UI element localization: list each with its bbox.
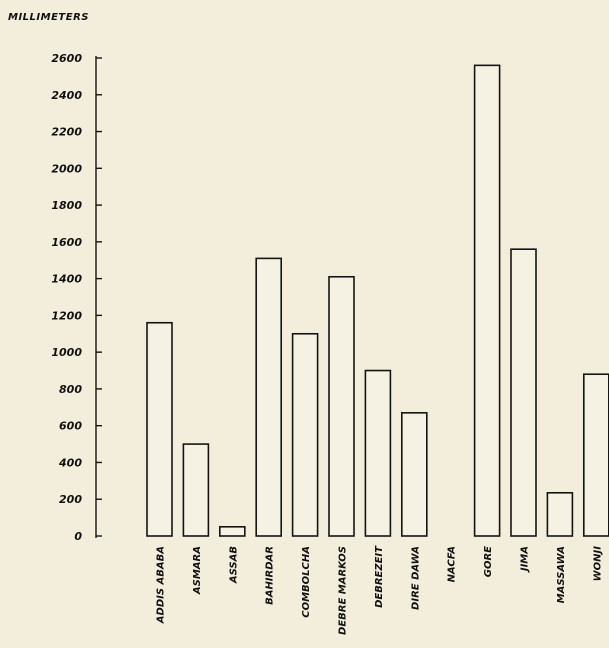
category-label: ADDIS ABABA xyxy=(156,546,167,624)
y-tick-label: 2600 xyxy=(51,52,82,65)
category-label: ASMARA xyxy=(192,546,203,595)
y-tick-label: 1200 xyxy=(51,309,82,322)
category-label: COMBOLCHA xyxy=(301,546,312,618)
category-label: ASSAB xyxy=(228,546,239,584)
bar-debrezeit xyxy=(364,369,392,537)
y-tick-label: 600 xyxy=(59,420,82,433)
y-ticks: 2600240022002000180016001400120010008006… xyxy=(51,52,102,543)
bar-jima xyxy=(510,248,537,537)
y-tick-label: 200 xyxy=(59,493,82,506)
bar-asmara xyxy=(182,443,210,537)
category-label: DEBREZEIT xyxy=(374,545,385,608)
category-label: GORE xyxy=(483,546,494,577)
bar-gore xyxy=(473,64,501,537)
bar-debre-markos xyxy=(328,275,355,537)
bar-wonji xyxy=(582,373,609,537)
category-label: MASSAWA xyxy=(556,546,567,603)
category-label: WONJI xyxy=(592,546,603,582)
bar-addis-ababa xyxy=(146,321,173,537)
y-tick-label: 2400 xyxy=(51,89,82,102)
y-tick-label: 400 xyxy=(58,456,82,469)
y-tick-label: 0 xyxy=(74,530,82,543)
category-label: NACFA xyxy=(447,546,458,582)
y-tick-label: 1600 xyxy=(51,236,82,249)
bar-assab xyxy=(219,526,246,537)
bar-bahirdar xyxy=(255,257,283,537)
y-tick-label: 1400 xyxy=(51,273,82,286)
bar-massawa xyxy=(546,491,574,537)
chart-title: MILLIMETERS xyxy=(8,12,89,23)
y-tick-label: 1800 xyxy=(51,199,82,212)
bars xyxy=(146,64,609,537)
category-label: BAHIRDAR xyxy=(265,546,276,605)
category-label: JIMA xyxy=(520,546,531,573)
y-tick-label: 800 xyxy=(59,383,82,396)
category-label: DEBRE MARKOS xyxy=(338,546,349,635)
y-tick-label: 1000 xyxy=(51,346,82,359)
bar-dire-dawa xyxy=(400,412,428,537)
y-tick-label: 2000 xyxy=(51,162,82,175)
category-labels: ADDIS ABABA ASMARA ASSAB BAHIRDAR COMBOLCHA D… xyxy=(156,545,604,635)
bar-combolcha xyxy=(291,332,319,537)
category-label: DIRE DAWA xyxy=(410,546,421,610)
y-tick-label: 2200 xyxy=(51,126,82,139)
